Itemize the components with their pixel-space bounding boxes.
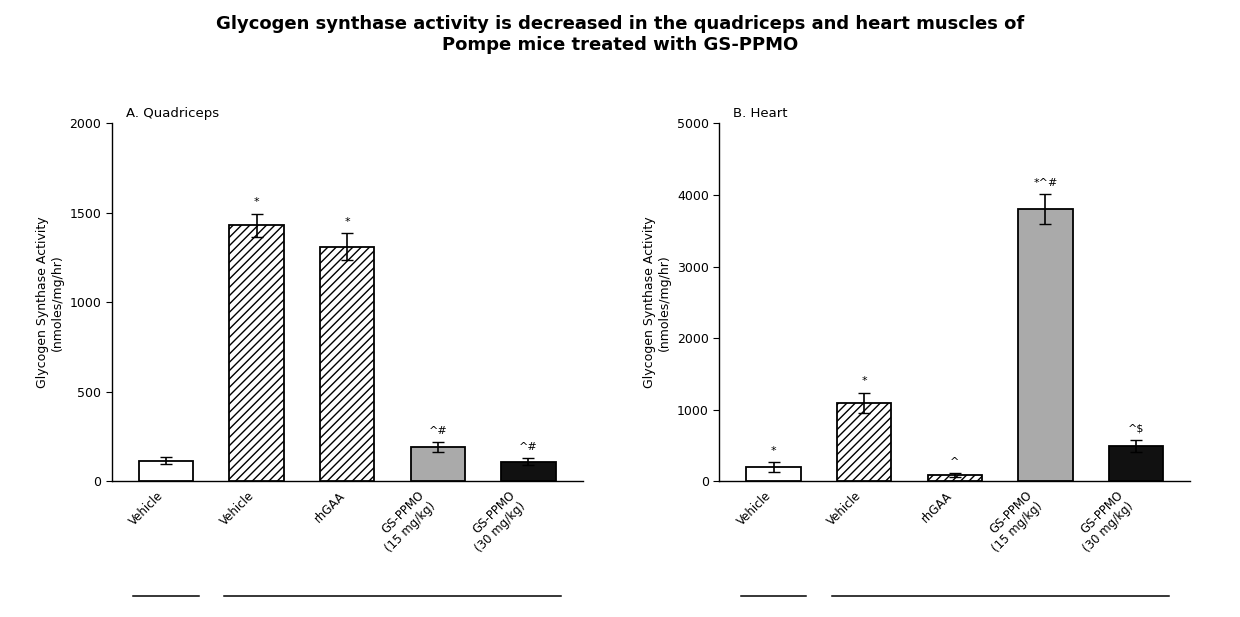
Text: ^#: ^#	[520, 442, 538, 452]
Bar	[139, 461, 193, 481]
Text: *: *	[771, 446, 776, 456]
Text: *^#: *^#	[1033, 178, 1058, 188]
Bar	[229, 225, 284, 481]
Y-axis label: Glycogen Synthase Activity
(nmoles/mg/hr): Glycogen Synthase Activity (nmoles/mg/hr…	[644, 217, 671, 388]
Text: ^: ^	[950, 457, 960, 466]
Bar	[1109, 446, 1163, 481]
Text: *: *	[254, 197, 259, 207]
Bar	[410, 447, 465, 481]
Text: *: *	[862, 376, 867, 386]
Text: ^#: ^#	[429, 426, 448, 436]
Bar	[501, 462, 556, 481]
Text: A. Quadriceps: A. Quadriceps	[125, 107, 219, 120]
Text: *: *	[345, 217, 350, 227]
Y-axis label: Glycogen Synthase Activity
(nmoles/mg/hr): Glycogen Synthase Activity (nmoles/mg/hr…	[36, 217, 63, 388]
Bar	[1018, 209, 1073, 481]
Bar	[320, 247, 374, 481]
Bar	[746, 467, 801, 481]
Bar	[837, 402, 892, 481]
Text: Glycogen synthase activity is decreased in the quadriceps and heart muscles of
P: Glycogen synthase activity is decreased …	[216, 15, 1024, 54]
Text: B. Heart: B. Heart	[733, 107, 787, 120]
Text: ^$: ^$	[1128, 424, 1145, 434]
Bar	[928, 475, 982, 481]
